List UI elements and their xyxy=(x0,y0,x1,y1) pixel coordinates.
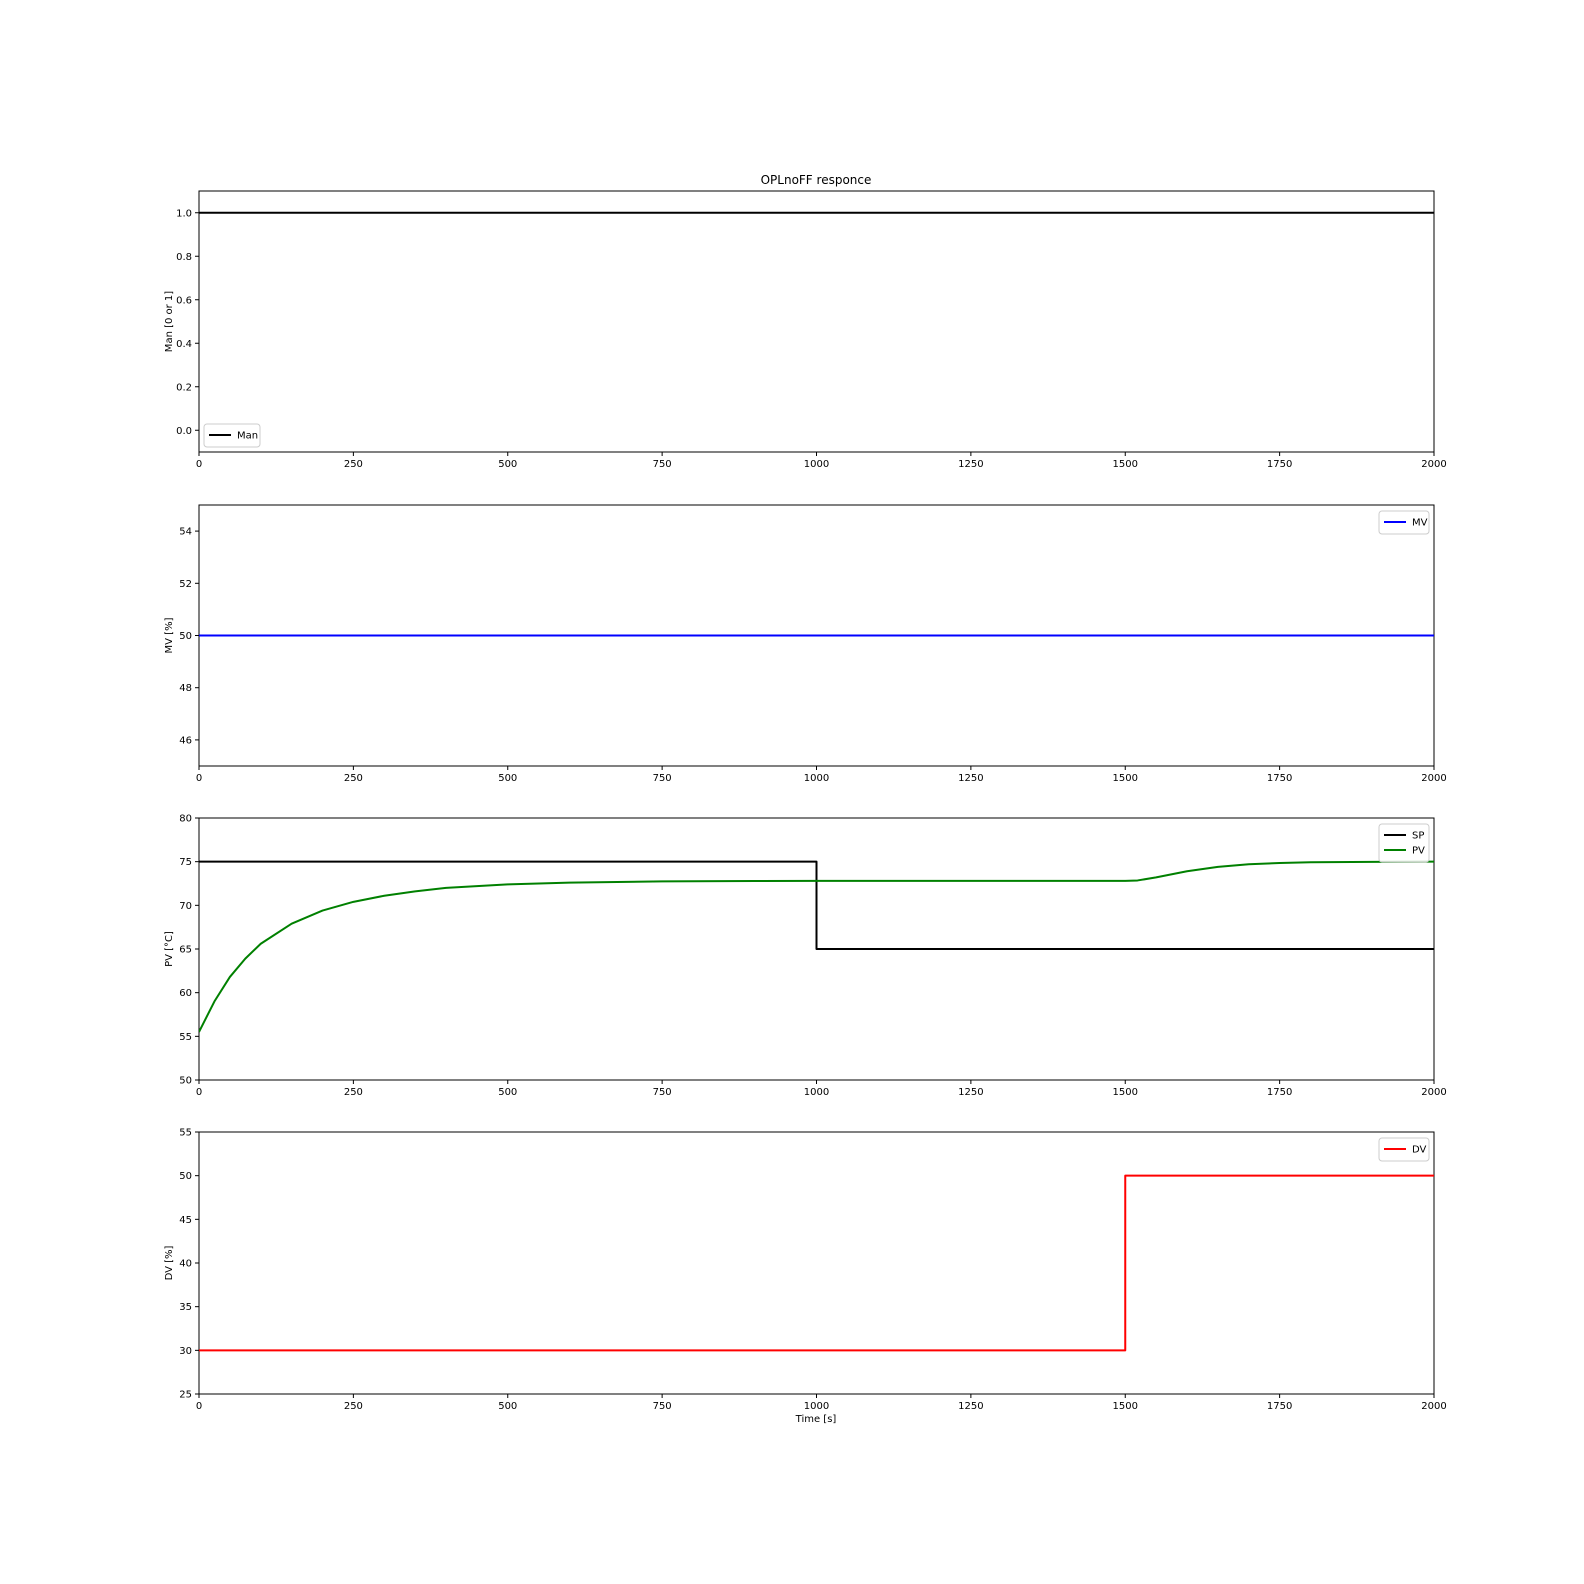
x-tick-label: 0 xyxy=(196,773,202,784)
x-tick-label: 750 xyxy=(653,1401,672,1412)
y-axis-label: Man [0 or 1] xyxy=(164,291,175,352)
y-tick-label: 48 xyxy=(179,683,192,694)
y-tick-label: 45 xyxy=(179,1215,192,1226)
x-tick-label: 1750 xyxy=(1267,773,1292,784)
y-tick-label: 0.4 xyxy=(176,339,192,350)
plot-area xyxy=(198,190,1435,453)
x-tick-label: 0 xyxy=(196,459,202,470)
x-tick-label: 1500 xyxy=(1113,1401,1138,1412)
x-tick-label: 1250 xyxy=(958,773,983,784)
subplot-1: 0 250 500 750 1000 1250 1500 1750 2000 0.0 0.2 0.4 0… xyxy=(164,190,1447,470)
x-tick-label: 1250 xyxy=(958,1087,983,1098)
series-line-pv xyxy=(199,860,1434,1033)
x-tick-label: 2000 xyxy=(1421,1401,1446,1412)
x-tick-label: 250 xyxy=(344,459,363,470)
x-tick-label: 2000 xyxy=(1421,459,1446,470)
x-tick-label: 2000 xyxy=(1421,1087,1446,1098)
x-tick-label: 0 xyxy=(196,1401,202,1412)
subplot-2: 0 250 500 750 1000 1250 1500 1750 2000 46 48 50 52 54… xyxy=(164,504,1447,784)
x-tick-label: 1250 xyxy=(958,1401,983,1412)
y-tick-label: 0.0 xyxy=(176,426,192,437)
legend-box xyxy=(203,423,261,448)
y-tick-label: 46 xyxy=(179,735,192,746)
y-tick-label: 55 xyxy=(179,1128,192,1139)
series-line-sp xyxy=(199,860,1434,950)
plot-area xyxy=(198,1131,1435,1395)
series-line-dv xyxy=(199,1174,1434,1352)
x-tick-label: 1000 xyxy=(804,1087,829,1098)
y-tick-label: 54 xyxy=(179,527,192,538)
x-tick-label: 1500 xyxy=(1113,459,1138,470)
y-axis-label: PV [°C] xyxy=(164,931,175,967)
legend-label-mv: MV xyxy=(1412,518,1428,529)
subplots: 0 250 500 750 1000 1250 1500 1750 20000.00.20.40… xyxy=(164,190,1447,1413)
y-tick-label: 25 xyxy=(179,1390,192,1401)
y-tick-label: 40 xyxy=(179,1259,192,1270)
x-tick-label: 0 xyxy=(196,1087,202,1098)
y-axis-label: DV [%] xyxy=(164,1245,175,1280)
y-tick-label: 50 xyxy=(179,631,192,642)
y-axis-label: MV [%] xyxy=(164,617,175,653)
x-tick-label: 1750 xyxy=(1267,1087,1292,1098)
x-tick-label: 250 xyxy=(344,1087,363,1098)
y-tick-label: 35 xyxy=(179,1302,192,1313)
y-tick-label: 50 xyxy=(179,1076,192,1087)
y-tick-label: 0.8 xyxy=(176,252,192,263)
x-tick-label: 1750 xyxy=(1267,1401,1292,1412)
y-tick-label: 30 xyxy=(179,1346,192,1357)
x-tick-label: 1250 xyxy=(958,459,983,470)
legend-label-man: Man xyxy=(237,431,258,442)
x-tick-label: 250 xyxy=(344,773,363,784)
subplot-4: 0 250 500 750 1000 1250 1500 1750 2000 25 30 35 40 45… xyxy=(164,1128,1447,1413)
x-tick-label: 1500 xyxy=(1113,1087,1138,1098)
x-axis-label: Time [s] xyxy=(795,1414,837,1425)
x-tick-label: 1000 xyxy=(804,459,829,470)
x-tick-label: 750 xyxy=(653,459,672,470)
x-tick-label: 500 xyxy=(498,773,517,784)
x-tick-label: 500 xyxy=(498,1087,517,1098)
y-tick-label: 0.2 xyxy=(176,382,192,393)
y-tick-label: 75 xyxy=(179,857,192,868)
x-tick-label: 1500 xyxy=(1113,773,1138,784)
x-tick-label: 250 xyxy=(344,1401,363,1412)
legend: SP PV xyxy=(1378,823,1430,863)
legend-label-pv: PV xyxy=(1412,846,1425,857)
x-tick-label: 2000 xyxy=(1421,773,1446,784)
y-tick-label: 0.6 xyxy=(176,295,192,306)
legend-label-sp: SP xyxy=(1412,831,1424,842)
legend-label-dv: DV xyxy=(1412,1145,1427,1156)
chart-title: OPLnoFF responce xyxy=(761,173,872,187)
legend: DV xyxy=(1378,1137,1430,1162)
y-tick-label: 1.0 xyxy=(176,208,192,219)
y-tick-label: 50 xyxy=(179,1171,192,1182)
x-tick-label: 500 xyxy=(498,1401,517,1412)
legend: Man xyxy=(203,423,261,448)
x-tick-label: 750 xyxy=(653,1087,672,1098)
y-tick-label: 65 xyxy=(179,945,192,956)
x-tick-label: 1750 xyxy=(1267,459,1292,470)
y-tick-label: 52 xyxy=(179,579,192,590)
x-tick-label: 1000 xyxy=(804,1401,829,1412)
legend-box xyxy=(1378,823,1430,863)
x-tick-label: 500 xyxy=(498,459,517,470)
y-tick-label: 80 xyxy=(179,814,192,825)
y-tick-label: 55 xyxy=(179,1032,192,1043)
legend: MV xyxy=(1378,510,1430,535)
subplot-3: 0 250 500 750 1000 1250 1500 1750 2000 50 55 60 65 70… xyxy=(164,814,1447,1099)
x-tick-label: 750 xyxy=(653,773,672,784)
y-tick-label: 60 xyxy=(179,988,192,999)
y-tick-label: 70 xyxy=(179,901,192,912)
x-tick-label: 1000 xyxy=(804,773,829,784)
